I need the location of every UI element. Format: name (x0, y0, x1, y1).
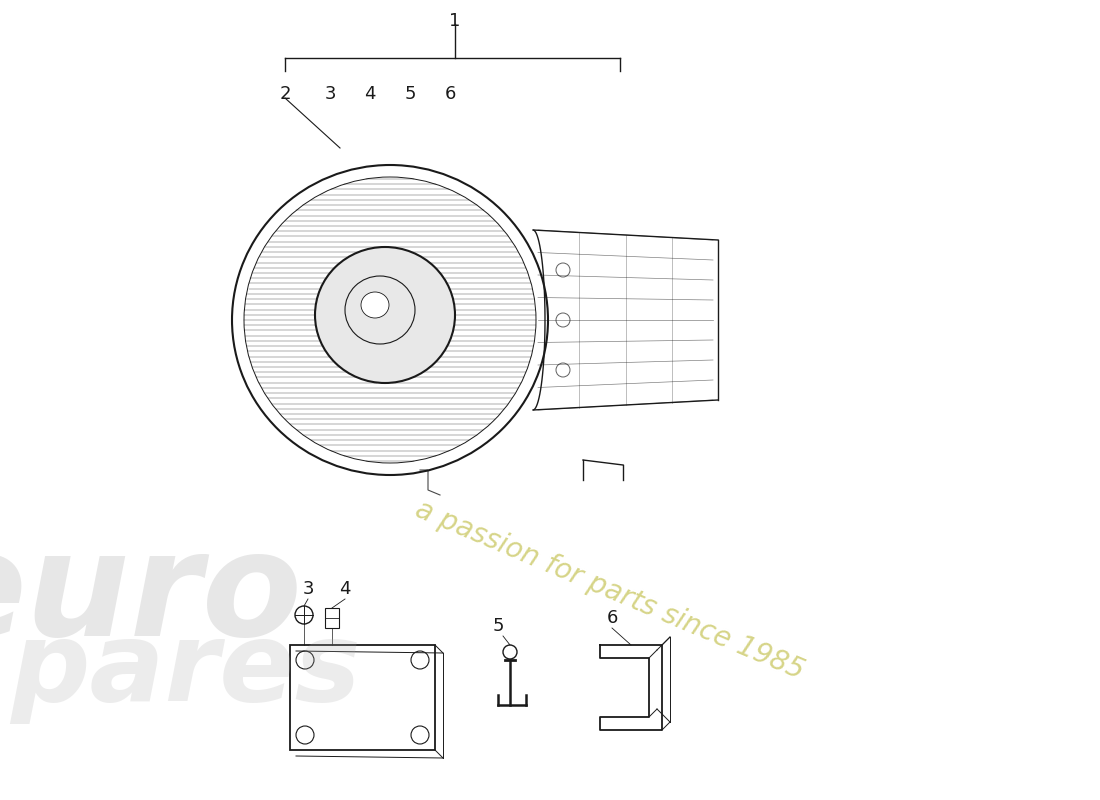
Text: 3: 3 (324, 85, 336, 103)
Text: 4: 4 (364, 85, 376, 103)
Text: euro: euro (0, 525, 302, 666)
Text: 5: 5 (493, 617, 504, 635)
Text: 1: 1 (449, 12, 461, 30)
Ellipse shape (361, 292, 389, 318)
Text: 6: 6 (444, 85, 455, 103)
Text: 4: 4 (339, 580, 351, 598)
Text: 6: 6 (606, 609, 618, 627)
Text: 5: 5 (405, 85, 416, 103)
Ellipse shape (315, 247, 455, 383)
Text: 2: 2 (279, 85, 290, 103)
Text: a passion for parts since 1985: a passion for parts since 1985 (411, 495, 808, 685)
Text: pares: pares (10, 617, 361, 723)
Text: 3: 3 (302, 580, 313, 598)
